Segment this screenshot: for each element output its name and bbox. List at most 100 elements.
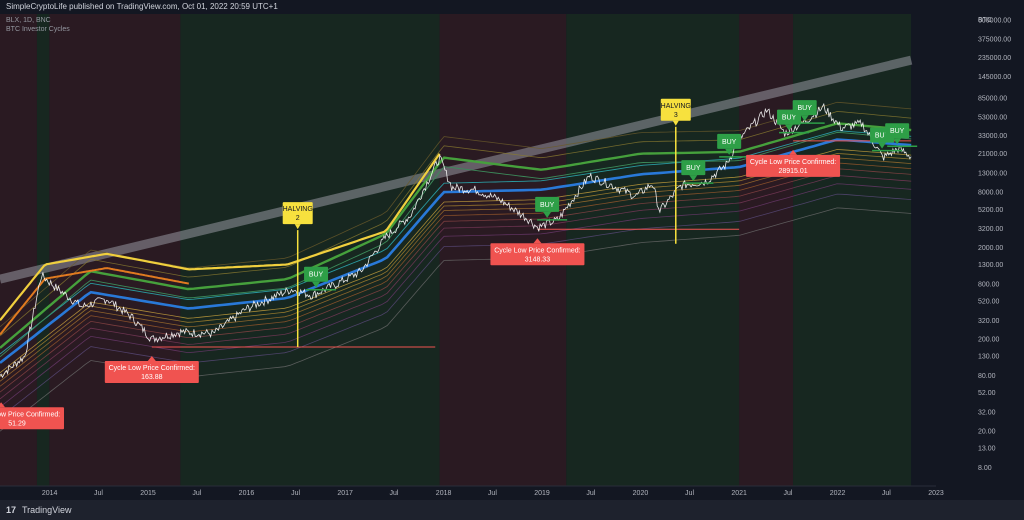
y-tick-label-14: 800.00 [978,281,1000,288]
cycle-band-7 [0,183,912,408]
x-tick-label-14: 2021 [731,490,747,497]
y-tick-label-8: 13000.00 [978,170,1007,177]
halving-label-0: HALVING 2 [283,202,313,230]
y-tick-label-15: 520.00 [978,298,1000,305]
footer-bar: 17 TradingView [0,500,1024,520]
x-tick-label-6: 2017 [337,490,353,497]
y-axis-currency: BTC [978,17,992,24]
y-tick-label-21: 32.00 [978,410,996,417]
cycle-low-title-2: Cycle Low Price Confirmed: [494,247,580,254]
cycle-low-price-2: 3148.33 [525,256,550,263]
tradingview-logo-icon: 17 [6,505,17,515]
buy-signal-label-0: BUY [309,272,324,279]
cycle-low-price-3: 28915.01 [778,168,807,175]
publish-header: SimpleCryptoLife published on TradingVie… [0,0,1024,14]
y-tick-label-13: 1300.00 [978,262,1003,269]
buy-signal-label-5: BUY [797,105,812,112]
x-tick-label-10: 2019 [534,490,550,497]
publish-text: SimpleCryptoLife published on TradingVie… [6,2,278,11]
buy-signal-3: BUY [717,133,750,158]
y-tick-label-6: 33000.00 [978,133,1007,140]
price-line [0,102,912,379]
cycle-low-callout-1: Cycle Low Price Confirmed: 163.88 [104,355,199,383]
y-tick-label-10: 5200.00 [978,207,1003,214]
green-band [0,122,912,349]
y-tick-label-17: 200.00 [978,337,1000,344]
cycle-band-3 [0,157,912,382]
x-tick-label-8: 2018 [436,490,452,497]
zone-future [911,14,936,486]
upper-band-1 [0,111,912,337]
footer-brand: TradingView [22,505,72,515]
cycle-low-price-1: 163.88 [141,374,163,381]
buy-signal-1: BUY [535,196,568,221]
cycle-band-4 [0,162,912,387]
y-tick-label-3: 145000.00 [978,74,1011,81]
x-tick-label-9: Jul [488,490,497,497]
x-tick-label-1: Jul [94,490,103,497]
cycle-low-callout-2: Cycle Low Price Confirmed: 3148.33 [490,238,585,266]
buy-signal-label-7: BUY [890,128,905,135]
x-tick-label-0: 2014 [42,490,58,497]
halving-label-1: HALVING 3 [661,98,691,126]
trend-line [0,55,913,284]
y-tick-label-24: 8.00 [978,465,992,472]
y-tick-label-2: 235000.00 [978,55,1011,62]
teal-band [0,130,912,355]
x-tick-label-12: 2020 [633,490,649,497]
x-tick-label-5: Jul [291,490,300,497]
y-axis-panel [936,14,1024,500]
buy-signal-label-3: BUY [722,139,737,146]
zone-bull-7 [793,14,912,486]
y-tick-label-0: 600000.00 [978,18,1011,25]
buy-signal-label-4: BUY [782,115,797,122]
y-tick-label-20: 52.00 [978,390,996,397]
x-tick-label-3: Jul [192,490,201,497]
y-tick-label-1: 375000.00 [978,36,1011,43]
buy-signal-5: BUY [792,100,825,124]
x-tick-label-18: 2023 [928,490,944,497]
legend-indicator: BTC Investor Cycles [6,26,70,33]
buy-signal-label-2: BUY [686,165,701,172]
y-tick-label-7: 21000.00 [978,151,1007,158]
y-tick-label-22: 20.00 [978,428,996,435]
orange-band [0,267,190,336]
legend-symbol: BLX, 1D, BNC [6,17,51,24]
y-tick-label-18: 130.00 [978,354,1000,361]
zone-bull-3 [180,14,440,486]
x-tick-label-15: Jul [783,490,792,497]
chart-area[interactable]: HALVING2HALVING3BUYBUYBUYBUYBUYBUYBUYBUY… [0,14,1024,500]
cycle-band-5 [0,168,912,393]
buy-signal-label-6: BUY [875,133,890,140]
cycle-low-callout-3: Cycle Low Price Confirmed: 28915.01 [746,149,841,177]
y-tick-label-23: 13.00 [978,445,996,452]
y-tick-label-19: 80.00 [978,373,996,380]
halving-number-0: 2 [296,215,300,222]
zone-bear-6 [739,14,794,486]
mid-green-band [0,131,912,358]
top-band [0,153,441,321]
x-tick-label-17: Jul [882,490,891,497]
zone-bull-1 [36,14,50,486]
x-tick-label-2: 2015 [140,490,156,497]
y-tick-label-16: 320.00 [978,318,1000,325]
halving-number-1: 3 [674,112,678,119]
cycle-low-title-3: Cycle Low Price Confirmed: [750,159,836,166]
buy-signal-2: BUY [681,160,714,184]
cycle-low-title-0: Cycle Low Price Confirmed: [0,411,60,418]
y-tick-label-11: 3200.00 [978,226,1003,233]
halving-title-0: HALVING [283,206,313,213]
halving-title-1: HALVING [661,103,691,110]
y-tick-label-9: 8000.00 [978,190,1003,197]
x-tick-label-7: Jul [390,490,399,497]
x-tick-label-4: 2016 [239,490,255,497]
y-tick-label-5: 53000.00 [978,114,1007,121]
buy-signal-0: BUY [304,266,337,291]
x-tick-label-13: Jul [685,490,694,497]
y-tick-label-12: 2000.00 [978,245,1003,252]
x-axis-panel [0,486,1024,500]
cycle-low-callout-0: Cycle Low Price Confirmed: 51.29 [0,402,64,430]
buy-signal-label-1: BUY [540,202,555,209]
cycle-low-title-1: Cycle Low Price Confirmed: [109,365,195,372]
x-tick-label-11: Jul [586,490,595,497]
